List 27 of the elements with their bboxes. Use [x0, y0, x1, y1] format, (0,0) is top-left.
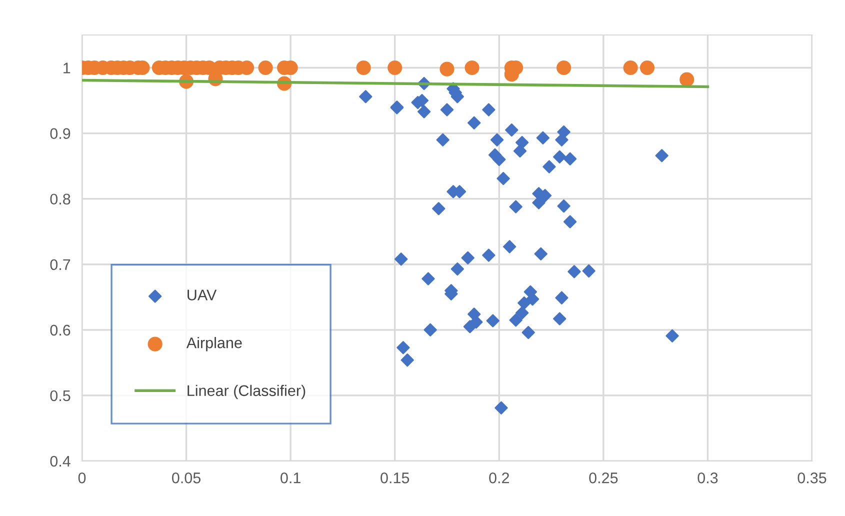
x-tick-label: 0.3 [698, 472, 718, 484]
point [640, 60, 655, 76]
y-tick-label: 0.8 [50, 194, 70, 205]
legend-label: Airplane [186, 337, 242, 352]
y-tick-label: 1 [64, 62, 70, 74]
x-tick-label: 0.2 [489, 472, 509, 484]
point [623, 60, 638, 76]
point [556, 60, 572, 76]
y-tick-label: 0.6 [50, 324, 70, 336]
y-tick-label: 0.4 [50, 456, 70, 467]
point [388, 60, 402, 76]
point [440, 62, 454, 76]
x-tick-label: 0.05 [172, 472, 201, 484]
point [258, 60, 273, 76]
point [680, 72, 694, 87]
point [356, 60, 371, 76]
x-tick-label: 0.1 [280, 472, 300, 484]
legend-label: UAV [188, 290, 217, 300]
y-tick-label: 0.9 [50, 128, 70, 139]
legend-label: Linear (Classifier) [188, 384, 306, 400]
point [464, 60, 480, 76]
x-tick-label: 0.25 [589, 472, 618, 484]
y-tick-label: 0.5 [50, 390, 70, 402]
x-tick-label: 0.15 [380, 472, 410, 484]
x-tick-label: 0 [78, 472, 86, 484]
y-tick-label: 0.7 [50, 259, 70, 270]
x-tick-label: 0.35 [798, 472, 826, 484]
